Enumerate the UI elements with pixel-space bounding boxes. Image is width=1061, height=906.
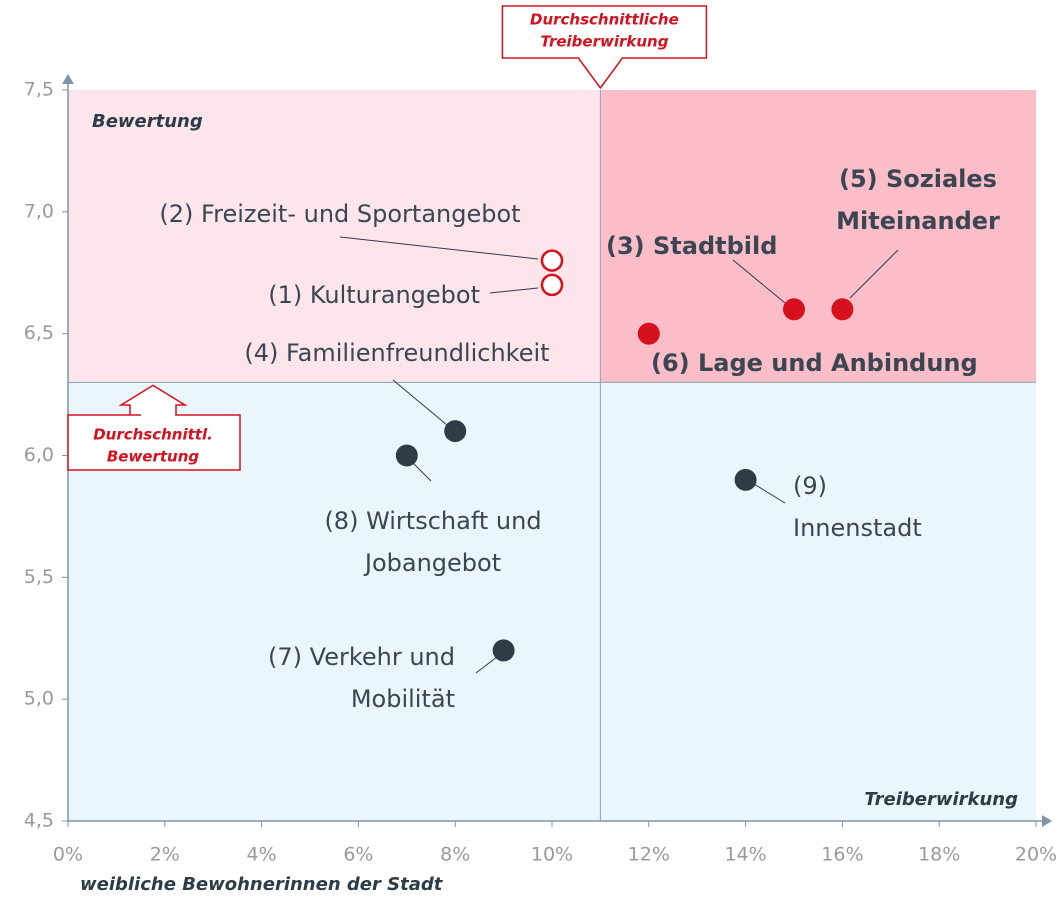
x-tick-label: 10% — [531, 844, 573, 866]
y-tick-label: 6,0 — [24, 444, 54, 466]
annotation-box — [67, 384, 241, 471]
point-label: Innenstadt — [793, 514, 922, 542]
x-tick-label: 4% — [247, 844, 277, 866]
point — [783, 298, 805, 321]
y-tick-label: 4,5 — [24, 810, 54, 832]
y-tick-label: 5,0 — [24, 688, 54, 710]
point-label: (4) Familienfreundlichkeit — [244, 339, 549, 367]
point — [444, 420, 467, 443]
x-tick-label: 14% — [724, 844, 766, 866]
y-tick-label: 7,0 — [24, 200, 54, 222]
point — [831, 298, 854, 321]
leader-line — [412, 462, 432, 482]
leader-line — [339, 236, 539, 260]
annotation: Treiberwirkung — [540, 33, 668, 51]
annotation: Durchschnittl. — [93, 426, 213, 444]
point — [734, 468, 757, 491]
point-label: (6) Lage und Anbindung — [651, 349, 978, 377]
y-tick-label: 5,5 — [24, 566, 54, 588]
point-label: (9) — [793, 472, 827, 500]
quadrant — [600, 90, 1036, 383]
leader-line — [392, 379, 448, 426]
point-label: (2) Freizeit- und Sportangebot — [159, 200, 520, 228]
annotation: Bewertung — [107, 448, 200, 466]
x-tick-label: 12% — [628, 844, 670, 866]
point-label: Miteinander — [836, 207, 1000, 235]
point-label: (3) Stadtbild — [606, 232, 777, 260]
x-tick-label: 16% — [821, 844, 863, 866]
x-tick-label: 0% — [53, 844, 83, 866]
point-label: (5) Soziales — [839, 165, 997, 193]
point-label: (1) Kulturangebot — [268, 281, 480, 309]
point-label: Mobilität — [351, 685, 455, 713]
x-label: weibliche Bewohnerinnen der Stadt — [80, 874, 444, 895]
point-label: (7) Verkehr und — [268, 643, 455, 671]
point — [395, 444, 418, 467]
x-tick-label: 20% — [1015, 844, 1057, 866]
leader-line — [489, 287, 539, 294]
point-label: Jobangebot — [363, 549, 501, 577]
point — [540, 249, 564, 272]
x-tick-label: 8% — [440, 844, 470, 866]
annotation-box — [501, 5, 708, 90]
point — [492, 639, 515, 662]
y-tick-label: 6,5 — [24, 322, 54, 344]
annotation: Durchschnittliche — [530, 11, 679, 29]
leader-line — [753, 483, 786, 504]
y-tick-label: 7,5 — [24, 79, 54, 101]
quadrant — [68, 90, 601, 383]
x-axis-title: Treiberwirkung — [864, 789, 1018, 810]
x-tick-label: 2% — [150, 844, 180, 866]
axis-arrow — [62, 74, 74, 84]
axis-arrow — [1042, 815, 1052, 827]
leader-line — [732, 259, 786, 304]
point-label: (8) Wirtschaft und — [324, 507, 541, 535]
leader-line — [475, 656, 498, 674]
x-tick-label: 6% — [343, 844, 373, 866]
point — [637, 322, 660, 345]
x-tick-label: 18% — [918, 844, 960, 866]
leader-line — [849, 249, 899, 299]
y-axis-title: Bewertung — [92, 111, 203, 132]
point — [540, 273, 564, 297]
